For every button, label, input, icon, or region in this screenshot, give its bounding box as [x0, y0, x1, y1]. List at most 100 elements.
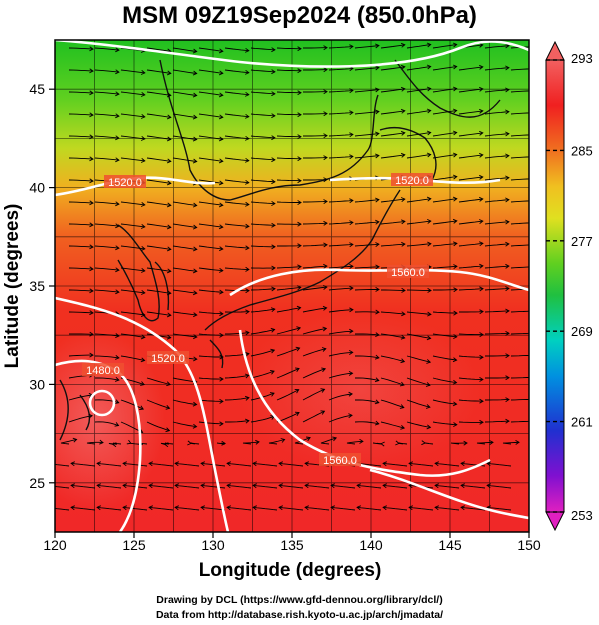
streamline-arrow — [479, 263, 484, 269]
streamline-arrow — [89, 90, 94, 96]
streamline — [406, 333, 431, 339]
contour-label: 1520.0 — [108, 177, 142, 189]
streamline — [328, 372, 353, 379]
credit-line-1: Drawing by DCL (https://www.gfd-dennou.o… — [156, 594, 443, 606]
streamline-arrow — [323, 155, 328, 161]
streamline-arrow — [270, 348, 276, 354]
x-tick-label: 125 — [122, 537, 146, 553]
streamline-arrow — [252, 505, 257, 511]
streamline-arrow — [408, 461, 413, 467]
streamline — [432, 66, 457, 71]
streamline — [432, 154, 457, 159]
streamline-arrow — [349, 328, 354, 334]
streamline — [68, 223, 94, 226]
streamline — [198, 113, 223, 118]
streamline — [253, 506, 278, 511]
streamline-arrow — [297, 46, 302, 52]
streamline-arrow — [421, 440, 426, 446]
streamline — [458, 355, 484, 358]
streamline-arrow — [200, 483, 205, 489]
streamline — [409, 506, 434, 511]
streamline-arrow — [192, 224, 198, 230]
streamline — [94, 47, 119, 51]
streamline-arrow — [295, 346, 301, 352]
streamline — [484, 420, 510, 423]
streamline-arrow — [192, 114, 198, 120]
streamline-arrow — [400, 64, 406, 70]
streamline-arrow — [88, 413, 93, 419]
streamline-arrow — [374, 399, 380, 405]
x-tick-label: 130 — [201, 537, 225, 553]
streamline — [198, 267, 223, 272]
streamline-arrow — [400, 42, 406, 48]
streamline — [354, 399, 379, 404]
contour-line — [55, 359, 142, 532]
streamline-arrow — [99, 439, 104, 445]
streamline — [225, 420, 249, 423]
streamline — [250, 349, 275, 357]
streamline — [120, 267, 145, 272]
streamline — [510, 90, 529, 93]
streamline-arrow — [166, 180, 172, 186]
streamline-arrow — [375, 309, 380, 315]
streamline — [354, 221, 379, 225]
streamline — [120, 355, 145, 361]
streamline — [250, 91, 275, 95]
streamline — [510, 112, 529, 115]
streamline-arrow — [219, 289, 224, 295]
streamline — [276, 286, 301, 291]
streamline-arrow — [349, 110, 354, 116]
streamline — [354, 133, 379, 137]
streamline-arrow — [140, 334, 146, 340]
streamline — [461, 484, 486, 489]
streamline-arrow — [452, 152, 458, 158]
streamline — [108, 442, 122, 445]
streamline-arrow — [115, 47, 120, 53]
streamline — [484, 89, 509, 93]
streamline — [97, 484, 122, 489]
contour-labels: 1520.0 1520.0 1560.0 1480.0 1520.0 1560.0 — [82, 173, 433, 467]
streamline — [383, 484, 408, 489]
streamline — [123, 506, 148, 511]
streamline — [484, 199, 509, 203]
streamline — [250, 308, 275, 313]
streamline-arrow — [192, 401, 198, 407]
streamline-arrow — [271, 47, 276, 53]
streamline — [484, 287, 509, 291]
streamline — [406, 311, 431, 315]
streamline-arrow — [452, 130, 458, 136]
streamline — [510, 244, 529, 247]
streamline — [94, 223, 119, 227]
streamline — [406, 377, 431, 386]
streamline — [94, 135, 119, 139]
streamline-arrow — [323, 89, 328, 95]
streamline — [328, 414, 353, 423]
streamline-arrow — [192, 136, 198, 142]
warm-region-east — [240, 310, 480, 470]
streamline-arrow — [479, 130, 484, 136]
streamline — [172, 69, 197, 74]
streamline — [302, 388, 325, 401]
streamline-arrow — [252, 461, 257, 467]
streamline-arrow — [218, 70, 224, 76]
streamline-arrow — [89, 68, 94, 74]
streamline-arrow — [532, 331, 536, 335]
streamline-arrow — [401, 241, 406, 247]
streamline — [354, 199, 379, 203]
streamline-arrow — [89, 200, 94, 206]
streamline-arrow — [375, 242, 380, 247]
streamline — [435, 462, 460, 467]
streamline — [458, 66, 483, 71]
streamline-arrow — [115, 267, 120, 273]
streamline — [120, 223, 145, 228]
streamline — [485, 399, 510, 401]
streamline — [458, 132, 483, 137]
streamline — [71, 462, 96, 467]
streamline-arrow — [323, 45, 328, 51]
streamline — [406, 220, 431, 225]
streamline — [328, 67, 353, 71]
streamline-arrow — [356, 505, 361, 511]
streamline — [435, 506, 460, 511]
streamline-arrow — [532, 243, 536, 247]
streamline-arrow — [532, 155, 536, 159]
